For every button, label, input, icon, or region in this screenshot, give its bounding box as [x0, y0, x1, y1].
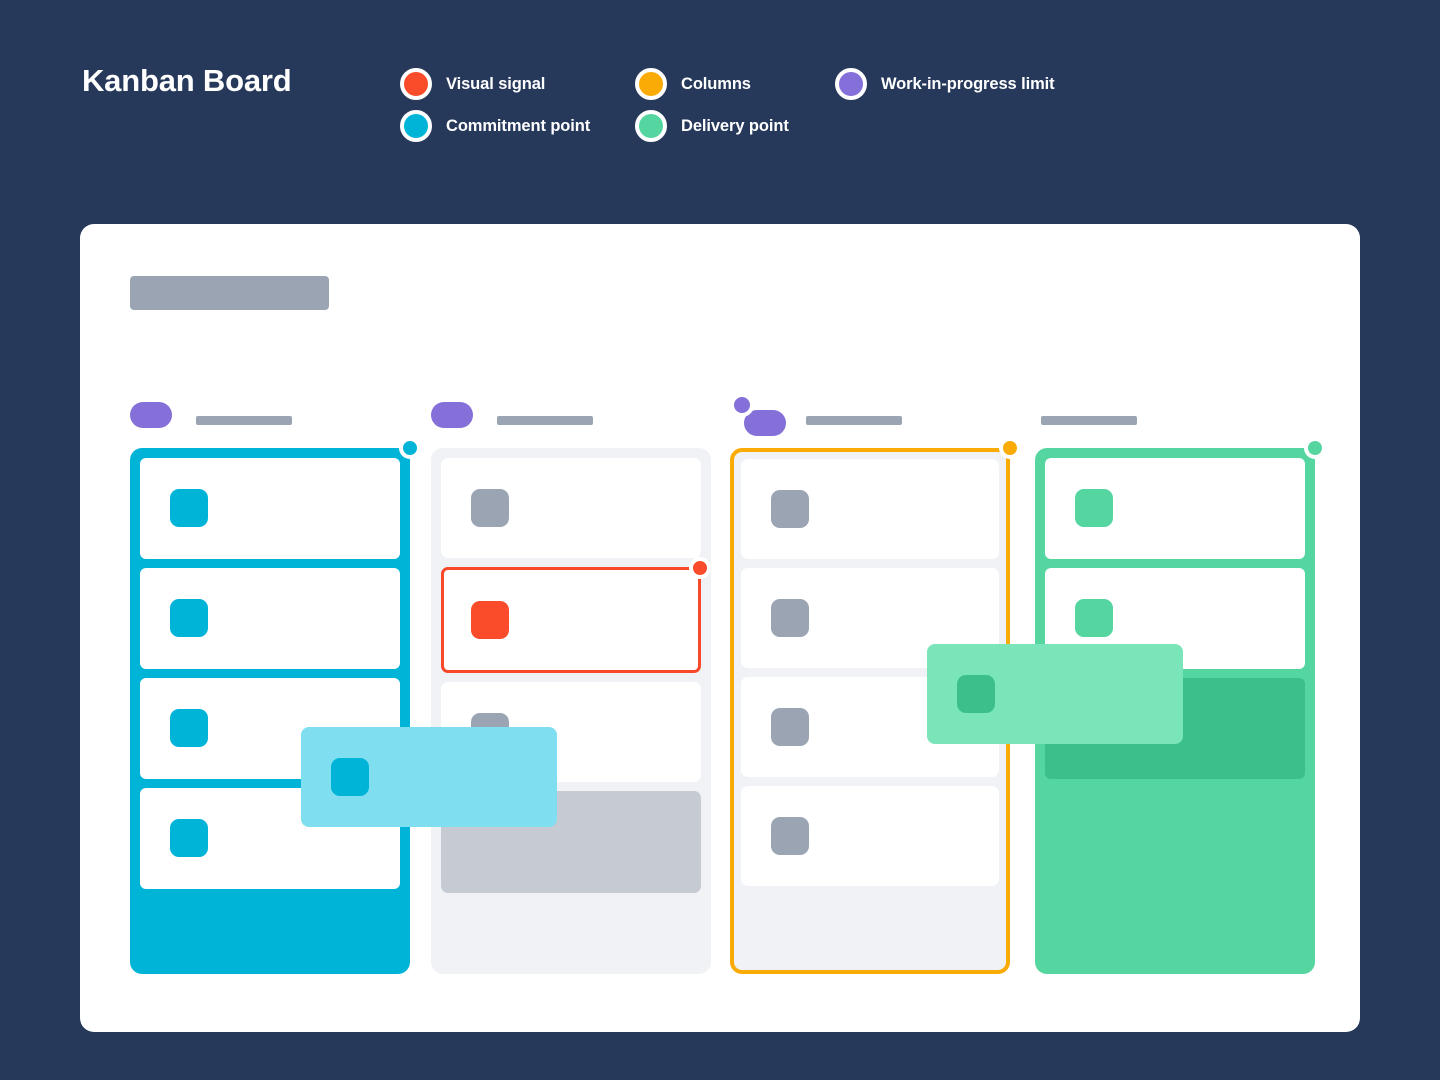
column-delivery-header [1035, 396, 1315, 448]
card-icon [771, 599, 809, 637]
card-icon [471, 489, 509, 527]
legend-row-1: Visual signal Columns Work-in-progress l… [400, 68, 1160, 100]
column-commitment[interactable] [130, 396, 421, 974]
card[interactable] [441, 458, 701, 558]
card-icon [771, 490, 809, 528]
legend-label-columns: Columns [681, 74, 751, 93]
board-title-placeholder [130, 276, 329, 310]
column-commitment-header [130, 396, 410, 448]
placeholder-line-short [196, 416, 292, 425]
placeholder-line-short [806, 416, 902, 425]
wip-pill-icon [744, 410, 786, 436]
card[interactable] [140, 458, 400, 559]
wip-pill-icon [431, 402, 473, 428]
column-commitment-title-placeholder [196, 404, 292, 425]
legend-row-2: Commitment point Delivery point [400, 110, 1160, 142]
legend-label-wip-limit: Work-in-progress limit [881, 74, 1055, 93]
card-icon [471, 601, 509, 639]
column-signal-title-placeholder [497, 404, 593, 425]
visual-signal-marker-icon [689, 557, 711, 579]
commitment-point-marker-icon [399, 437, 421, 459]
page-header: Kanban Board Visual signal Columns Work-… [0, 0, 1440, 200]
card-icon [170, 709, 208, 747]
board-columns [80, 224, 1360, 1032]
column-wip-limited-body[interactable] [730, 437, 1021, 974]
page-title: Kanban Board [82, 63, 292, 98]
wip-pill-icon [130, 402, 172, 428]
legend-item-commitment-point[interactable]: Commitment point [400, 110, 635, 142]
columns-marker-icon [999, 437, 1021, 459]
kanban-board-panel [80, 224, 1360, 1032]
card[interactable] [1045, 458, 1305, 559]
wip-limit-marker-icon [730, 393, 754, 417]
card-icon [1075, 599, 1113, 637]
legend-item-visual-signal[interactable]: Visual signal [400, 68, 635, 100]
column-wip-limited[interactable] [730, 393, 1021, 974]
legend-label-visual-signal: Visual signal [446, 74, 546, 93]
column-signal[interactable] [431, 396, 711, 974]
legend-dot-columns-icon [635, 68, 667, 100]
column-commitment-body[interactable] [130, 437, 421, 974]
card-icon [170, 819, 208, 857]
card-visual-signal[interactable] [441, 557, 711, 673]
legend-item-wip-limit[interactable]: Work-in-progress limit [835, 68, 1135, 100]
column-signal-body[interactable] [431, 448, 711, 974]
legend-item-delivery-point[interactable]: Delivery point [635, 110, 835, 142]
column-wip-limited-header [730, 393, 1010, 448]
delivery-point-marker-icon [1304, 437, 1326, 459]
placeholder-line-short [497, 416, 593, 425]
legend: Visual signal Columns Work-in-progress l… [400, 68, 1160, 152]
placeholder-line-short [1041, 416, 1137, 425]
legend-dot-delivery-point-icon [635, 110, 667, 142]
column-delivery-title-placeholder [1041, 404, 1137, 425]
legend-label-delivery-point: Delivery point [681, 116, 789, 135]
column-signal-header [431, 396, 711, 448]
legend-item-columns[interactable]: Columns [635, 68, 835, 100]
column-wip-limited-title-placeholder [806, 404, 902, 425]
card[interactable] [140, 568, 400, 669]
legend-dot-wip-limit-icon [835, 68, 867, 100]
legend-dot-commitment-point-icon [400, 110, 432, 142]
dragging-card-green[interactable] [927, 644, 1183, 744]
card-icon [771, 708, 809, 746]
dragging-card-cyan[interactable] [301, 727, 557, 827]
legend-dot-visual-signal-icon [400, 68, 432, 100]
card-icon [170, 599, 208, 637]
card-icon [771, 817, 809, 855]
card-icon [331, 758, 369, 796]
card[interactable] [741, 459, 999, 559]
card-icon [957, 675, 995, 713]
card[interactable] [741, 786, 999, 886]
card-icon [170, 489, 208, 527]
card-icon [1075, 489, 1113, 527]
legend-label-commitment-point: Commitment point [446, 116, 591, 135]
